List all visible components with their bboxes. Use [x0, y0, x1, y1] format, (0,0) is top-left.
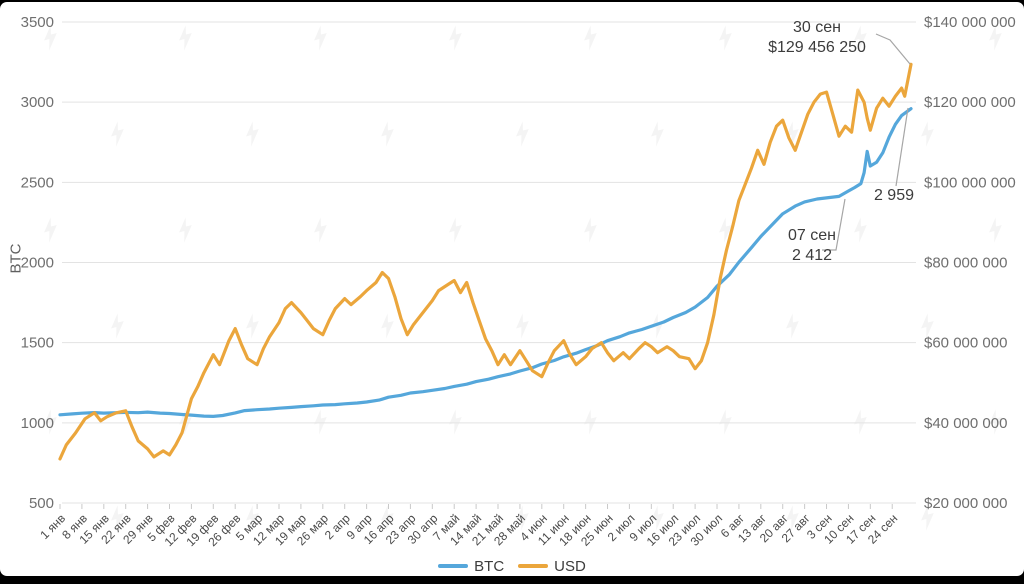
- forklog-logo-watermark: [246, 313, 259, 339]
- left-axis-tick-label: 1500: [21, 335, 54, 352]
- forklog-logo-watermark: [719, 25, 732, 51]
- forklog-logo-watermark: [246, 121, 259, 147]
- left-axis-title: BTC: [7, 243, 25, 274]
- forklog-logo-watermark: [786, 313, 799, 339]
- forklog-logo-watermark: [44, 217, 57, 243]
- forklog-logo-watermark: [584, 25, 597, 51]
- right-axis-tick-label: $140 000 000: [924, 14, 1016, 31]
- annotation-final-btc-value: 2 959: [873, 187, 914, 204]
- forklog-logo-watermark: [651, 505, 664, 531]
- forklog-logo-watermark: [854, 25, 867, 51]
- forklog-logo-watermark: [314, 25, 327, 51]
- forklog-logo-watermark: [516, 313, 529, 339]
- right-axis-tick-label: $40 000 000: [924, 415, 1007, 432]
- forklog-logo-watermark: [921, 313, 934, 339]
- forklog-logo-watermark: [111, 505, 124, 531]
- forklog-logo-watermark: [651, 121, 664, 147]
- annotation-sep30: 30 сен $129 456 250: [752, 18, 882, 58]
- forklog-logo-watermark: [516, 121, 529, 147]
- forklog-logo-watermark: [786, 505, 799, 531]
- forklog-logo-watermark: [921, 505, 934, 531]
- forklog-logo-watermark: [584, 409, 597, 435]
- forklog-logo-watermark: [111, 121, 124, 147]
- forklog-logo-watermark: [921, 121, 934, 147]
- left-axis-tick-label: 2500: [21, 174, 54, 191]
- annotation-sep30-date: 30 сен: [793, 19, 841, 36]
- left-axis-tick-label: 2000: [21, 255, 54, 272]
- forklog-logo-watermark: [111, 313, 124, 339]
- forklog-logo-watermark: [44, 409, 57, 435]
- forklog-logo-watermark: [314, 409, 327, 435]
- forklog-logo-watermark: [719, 409, 732, 435]
- forklog-logo-watermark: [854, 409, 867, 435]
- right-axis-tick-label: $20 000 000: [924, 495, 1007, 512]
- legend-item-btc: BTC: [438, 558, 504, 575]
- legend-swatch-btc: [438, 564, 469, 568]
- annotation-sep30-value: $129 456 250: [768, 39, 866, 56]
- legend-label-btc: BTC: [474, 557, 505, 575]
- legend-item-usd: USD: [518, 558, 586, 575]
- forklog-logo-watermark: [314, 217, 327, 243]
- usd-line: [58, 62, 913, 461]
- forklog-logo-watermark: [989, 409, 1002, 435]
- legend-label-usd: USD: [554, 557, 586, 575]
- right-axis-tick-label: $100 000 000: [924, 174, 1016, 191]
- legend-swatch-usd: [518, 564, 549, 568]
- forklog-logo-watermark: [449, 409, 462, 435]
- forklog-logo-watermark: [719, 217, 732, 243]
- chart-legend: BTC USD: [0, 556, 1024, 576]
- forklog-logo-watermark: [449, 217, 462, 243]
- annotation-sep07-value: 2 412: [791, 247, 833, 264]
- left-axis-tick-label: 1000: [21, 415, 54, 432]
- left-axis-tick-label: 500: [29, 495, 54, 512]
- forklog-logo-watermark: [989, 25, 1002, 51]
- left-axis-tick-label: 3500: [21, 14, 54, 31]
- forklog-logo-watermark: [449, 25, 462, 51]
- leader-line-sep30: [875, 33, 911, 65]
- right-axis-tick-label: $120 000 000: [924, 94, 1016, 111]
- btc-line: [58, 107, 913, 418]
- forklog-logo-watermark: [381, 121, 394, 147]
- forklog-logo-watermark: [246, 505, 259, 531]
- annotation-final-btc: 2 959: [858, 186, 914, 206]
- forklog-logo-watermark: [179, 217, 192, 243]
- forklog-logo-watermark: [651, 313, 664, 339]
- right-axis-tick-label: $60 000 000: [924, 335, 1007, 352]
- forklog-logo-watermark: [516, 505, 529, 531]
- forklog-logo-watermark: [381, 505, 394, 531]
- forklog-logo-watermark: [44, 25, 57, 51]
- leader-line-sep07: [822, 198, 846, 251]
- annotation-sep07: 07 сен 2 412: [766, 226, 858, 266]
- forklog-logo-watermark: [854, 217, 867, 243]
- forklog-logo-watermark: [786, 121, 799, 147]
- annotation-sep07-date: 07 сен: [788, 227, 836, 244]
- left-axis-tick-label: 3000: [21, 94, 54, 111]
- leader-line-final: [895, 107, 909, 187]
- forklog-logo-watermark: [179, 25, 192, 51]
- forklog-logo-watermark: [584, 217, 597, 243]
- right-axis-tick-label: $80 000 000: [924, 255, 1007, 272]
- forklog-logo-watermark: [989, 217, 1002, 243]
- forklog-logo-watermark: [381, 313, 394, 339]
